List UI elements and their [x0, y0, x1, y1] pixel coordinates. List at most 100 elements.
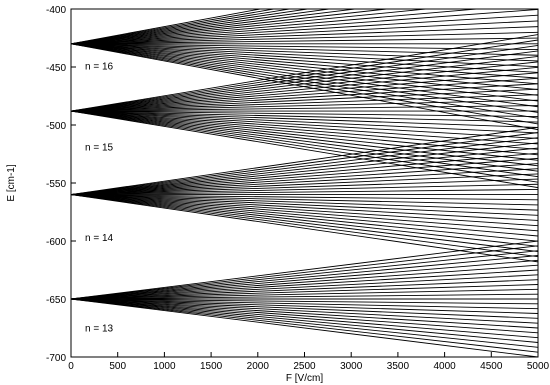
stark-level-line: [71, 110, 538, 178]
stark-level-line: [71, 157, 538, 196]
stark-level-line: [71, 110, 538, 167]
stark-level-line: [71, 43, 538, 68]
y-tick-label: -450: [46, 63, 66, 74]
stark-level-line: [71, 110, 538, 150]
stark-levels: [71, 9, 538, 357]
stark-level-line: [71, 9, 391, 45]
stark-level-line: [71, 110, 538, 172]
stark-level-line: [71, 279, 538, 300]
stark-level-line: [71, 43, 538, 125]
y-tick-label: -400: [46, 5, 66, 16]
stark-level-line: [71, 43, 538, 102]
stark-level-line: [71, 194, 538, 221]
stark-level-line: [71, 194, 538, 258]
y-tick-label: -700: [46, 353, 66, 364]
stark-level-line: [71, 194, 538, 232]
stark-level-line: [71, 147, 538, 196]
stark-level-line: [71, 43, 538, 91]
stark-level-line: [71, 20, 538, 45]
stark-level-line: [71, 9, 359, 45]
stark-level-line: [71, 83, 538, 112]
stark-level-line: [71, 298, 538, 343]
stark-level-line: [71, 298, 538, 310]
stark-level-line: [71, 94, 538, 112]
stark-level-line: [71, 9, 482, 45]
stark-level-line: [71, 110, 538, 123]
x-axis-label: F [V/cm]: [286, 373, 323, 384]
x-tick-label: 1500: [200, 361, 223, 372]
x-tick-label: 3500: [387, 361, 410, 372]
stark-level-line: [71, 245, 538, 300]
x-tick-label: 0: [68, 361, 74, 372]
stark-level-line: [71, 105, 538, 112]
stark-level-line: [71, 43, 538, 113]
stark-level-line: [71, 194, 538, 227]
stark-level-line: [71, 110, 538, 134]
stark-level-line: [71, 298, 538, 353]
stark-level-line: [71, 66, 538, 112]
y-tick-label: -550: [46, 179, 66, 190]
x-tick-label: 2500: [293, 361, 316, 372]
stark-level-line: [71, 43, 538, 119]
stark-level-line: [71, 194, 538, 216]
stark-level-line: [71, 269, 538, 300]
stark-level-line: [71, 43, 538, 79]
stark-level-line: [71, 110, 538, 139]
stark-level-line: [71, 43, 538, 85]
x-tick-label: 3000: [340, 361, 363, 372]
stark-level-line: [71, 9, 263, 45]
stark-level-line: [71, 298, 538, 314]
stark-level-line: [71, 26, 538, 45]
stark-level-line: [71, 88, 538, 112]
stark-level-line: [71, 9, 277, 45]
stark-level-line: [71, 110, 538, 183]
y-tick-label: -650: [46, 295, 66, 306]
stark-level-line: [71, 110, 538, 156]
stark-level-line: [71, 298, 538, 305]
y-axis-label: E [cm-1]: [6, 164, 17, 201]
stark-level-line: [71, 194, 538, 201]
manifold-label: n = 13: [85, 323, 114, 334]
stark-level-line: [71, 168, 538, 196]
stark-level-line: [71, 110, 538, 145]
x-tick-label: 2000: [247, 361, 270, 372]
stark-level-line: [71, 37, 538, 45]
stark-level-line: [71, 298, 538, 357]
stark-level-line: [71, 288, 538, 300]
stark-level-line: [71, 264, 538, 300]
stark-level-line: [71, 72, 538, 112]
stark-level-line: [71, 9, 431, 45]
y-axis: -400 -450 -500 -550 -600 -650 -700: [46, 5, 76, 364]
stark-level-line: [71, 110, 538, 189]
stark-level-line: [71, 298, 538, 319]
x-tick-label: 4000: [433, 361, 456, 372]
stark-level-line: [71, 43, 538, 62]
stark-level-line: [71, 194, 538, 206]
stark-level-line: [71, 194, 538, 242]
stark-level-line: [71, 43, 538, 56]
stark-level-line: [71, 152, 538, 196]
stark-level-line: [71, 173, 538, 196]
stark-level-line: [71, 110, 538, 161]
stark-level-line: [71, 255, 538, 300]
stark-level-line: [71, 43, 538, 50]
stark-level-line: [71, 284, 538, 300]
stark-level-line: [71, 110, 538, 128]
stark-level-line: [71, 274, 538, 300]
stark-level-line: [71, 298, 538, 334]
stark-level-line: [71, 31, 538, 45]
stark-level-line: [71, 14, 538, 45]
x-tick-label: 5000: [527, 361, 550, 372]
stark-level-line: [71, 77, 538, 112]
manifold-labels: n = 13 n = 14 n = 15 n = 16: [85, 61, 114, 334]
stark-level-line: [71, 99, 538, 112]
x-tick-label: 500: [109, 361, 126, 372]
manifold-label: n = 16: [85, 61, 114, 72]
stark-level-line: [71, 43, 538, 108]
stark-level-line: [71, 142, 538, 196]
stark-level-line: [71, 298, 538, 348]
stark-level-line: [71, 194, 538, 252]
stark-level-line: [71, 9, 538, 45]
stark-level-line: [71, 194, 538, 247]
